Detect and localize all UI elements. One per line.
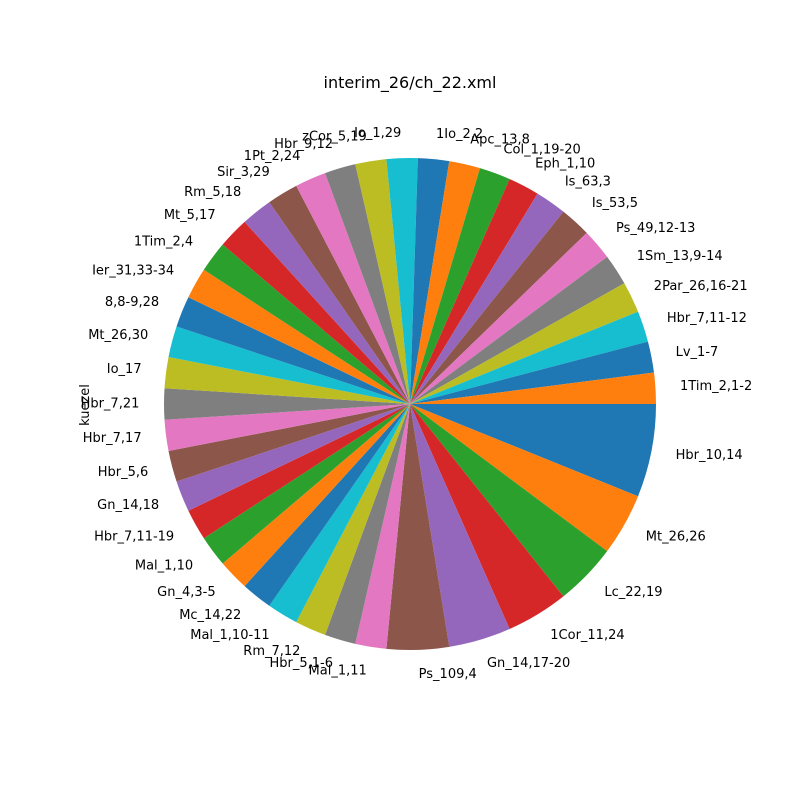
pie-slice-label: Mt_26,30: [88, 328, 148, 343]
pie-slice-label: Hbr_10,14: [676, 448, 743, 463]
pie-slice-label: Ps_49,12-13: [616, 221, 695, 236]
pie-slice-label: Is_53,5: [592, 196, 638, 211]
pie-slice: [386, 404, 450, 650]
pie-slice: [269, 185, 410, 404]
pie-slice-label: Hbr_5,1-6: [269, 656, 333, 671]
pie-slice-label: Hbr_5,6: [98, 465, 149, 480]
pie-slice-label: 8,8-9,28: [105, 295, 159, 310]
pie-slice: [244, 202, 410, 404]
pie-slice-label: Hbr_9,12: [274, 137, 333, 152]
pie-slice-label: Mt_26,26: [646, 529, 706, 544]
pie-slice-label: Lv_1-7: [676, 345, 719, 360]
pie-slice-label: Hbr_7,11-19: [94, 529, 174, 544]
pie-labels: Hbr_10,14 Mt_26,26 Lc_22,19 1Cor_11,24 Gn_14…: [81, 126, 753, 682]
pie-slice: [222, 221, 410, 404]
pie-slice-label: Rm_7,12: [243, 644, 300, 659]
pie-slice: [269, 404, 410, 623]
pie-slice: [203, 244, 410, 404]
pie-slice-label: Hbr_7,17: [83, 431, 142, 446]
pie-slice-label: 1Pt_2,24: [244, 149, 301, 164]
pie-slice: [410, 193, 564, 404]
pie-slice: [164, 356, 410, 404]
pie-slice: [410, 404, 608, 597]
pie-slice-label: 1Tim_2,4: [134, 235, 193, 250]
pie-slice: [176, 297, 410, 404]
pie-slice-label: 1Tim_2,1-2: [680, 379, 752, 394]
pie-slice-label: 1Sm_13,9-14: [637, 249, 723, 264]
pie-slice: [164, 404, 410, 452]
pie-slice-label: Mc_14,22: [179, 608, 241, 623]
pie-slice: [410, 232, 608, 404]
pie-slice: [325, 404, 410, 644]
pie-slice: [168, 404, 410, 482]
pie-slice: [410, 404, 639, 552]
pie-slice: [410, 168, 510, 404]
pie-slice: [386, 158, 418, 404]
pie-slice: [296, 404, 410, 635]
pie-slice: [410, 256, 625, 404]
pie-slice-label: Mal_1,10-11: [190, 628, 269, 643]
pie-slice: [203, 404, 410, 564]
pie-slice-label: Rm_5,18: [184, 185, 241, 200]
pie-slice-label: Apc_13,8: [470, 133, 530, 148]
pie-slice-label: Mal_1,10: [135, 558, 193, 573]
pie-slice: [244, 404, 410, 606]
pie-slice: [410, 211, 587, 404]
pie-slice: [410, 158, 450, 404]
pie-slice-label: Lc_22,19: [604, 585, 662, 600]
pie-slice-label: Gn_14,17-20: [487, 656, 570, 671]
pie-slice-label: Hbr_7,11-12: [667, 311, 747, 326]
pie-slice: [410, 311, 648, 404]
pie-slice: [410, 404, 510, 647]
pie-slice-label: Hbr_7,21: [81, 397, 140, 412]
y-axis-label: kuezel: [78, 384, 93, 426]
pie-slice-label: Sir_3,29: [217, 165, 270, 180]
pie-slice: [355, 159, 410, 404]
pie-slice-label: Is_63,3: [565, 175, 611, 190]
pie-slice: [188, 269, 410, 404]
chart-title: interim_26/ch_22.xml: [324, 73, 497, 93]
pie-slice: [410, 283, 639, 404]
pie-slice-label: Gn_14,18: [97, 498, 159, 513]
pie-slice-label: Io_1,29: [354, 126, 401, 141]
pie-slice-label: 2Par_26,16-21: [654, 279, 748, 294]
pie-slice: [188, 404, 410, 539]
pie-slice-label: Mal_1,11: [309, 664, 367, 679]
pie-slice-label: Eph_1,10: [535, 157, 595, 172]
pie-slice: [410, 341, 654, 404]
pie-slice: [410, 161, 480, 404]
pie-slice: [410, 404, 656, 497]
pie-slice-label: Ier_31,33-34: [92, 264, 174, 279]
pie-slice: [355, 404, 410, 649]
pie-slice-label: 1Io_2,2: [436, 127, 483, 142]
pie-slices: [164, 158, 656, 650]
pie-slice-label: Ps_109,4: [419, 667, 477, 682]
pie-slice: [296, 173, 410, 404]
pie-slice: [168, 326, 410, 404]
pie-slice: [176, 404, 410, 511]
pie-slice-label: 1Cor_11,24: [550, 628, 624, 643]
pie-slice-label: zCor_5,19: [302, 129, 367, 144]
pie-slice-label: Io_17: [107, 362, 142, 377]
pie-slice: [410, 372, 656, 404]
pie-slice-label: Mt_5,17: [164, 208, 216, 223]
pie-slice-label: Gn_4,3-5: [157, 585, 215, 600]
pie-slice-label: Col_1,19-20: [503, 143, 580, 158]
pie-slice: [410, 404, 564, 629]
pie-slice: [410, 179, 538, 404]
pie-slice: [164, 388, 410, 420]
pie-slice: [222, 404, 410, 587]
pie-slice: [325, 164, 410, 404]
